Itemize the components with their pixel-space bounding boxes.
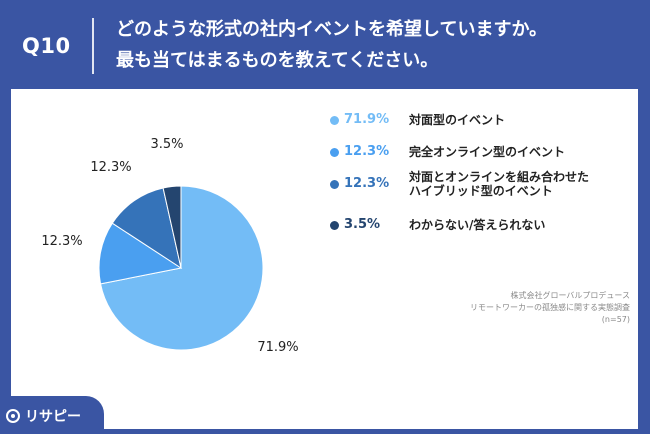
pie-slice-2 (98, 222, 183, 285)
legend-label-3: 対面とオンラインを組み合わせた ハイブリッド型のイベント (409, 170, 589, 198)
pie-data-label-2: 12.3% (41, 234, 82, 249)
header-divider (92, 18, 94, 74)
question-line-2: 最も当てはまるものを教えてください。 (116, 50, 439, 71)
legend-percent-2: 12.3% (344, 144, 390, 159)
question-line-1: どのような形式の社内イベントを希望していますか。 (116, 19, 548, 40)
legend-swatch-3 (330, 180, 339, 189)
legend-label-2: 完全オンライン型のイベント (409, 145, 566, 159)
logo-mark-icon (6, 409, 20, 423)
legend-percent-3: 12.3% (344, 176, 390, 191)
brand-logo: リサピー (6, 406, 81, 426)
legend-swatch-1 (330, 116, 339, 125)
pie-slice-3 (111, 187, 182, 270)
legend-percent-1: 71.9% (344, 112, 390, 127)
legend-swatch-2 (330, 148, 339, 157)
source-note: 株式会社グローバルプロデュース リモートワーカーの孤独感に関する実態調査 (n=… (470, 290, 630, 326)
source-survey: リモートワーカーの孤独感に関する実態調査 (470, 303, 630, 312)
legend-swatch-4 (330, 221, 339, 230)
source-company: 株式会社グローバルプロデュース (510, 291, 630, 300)
legend-label-1: 対面型のイベント (409, 113, 506, 127)
pie-data-label-3: 12.3% (90, 160, 131, 175)
pie-data-label-4: 3.5% (150, 137, 183, 152)
pie-data-label-1: 71.9% (257, 340, 298, 355)
legend-label-4: わからない/答えられない (409, 218, 546, 232)
legend-label-3-line-1: 対面とオンラインを組み合わせた (409, 170, 590, 184)
pie-slice-4 (162, 185, 182, 269)
legend-percent-4: 3.5% (344, 217, 381, 232)
question-text: どのような形式の社内イベントを希望していますか。 最も当てはまるものを教えてくだ… (116, 14, 636, 76)
legend-label-3-line-2: ハイブリッド型のイベント (409, 184, 553, 198)
question-number: Q10 (22, 34, 71, 58)
logo-tab: リサピー (0, 396, 104, 434)
source-sample-size: (n=57) (601, 315, 630, 324)
question-header: Q10 どのような形式の社内イベントを希望していますか。 最も当てはまるものを教… (0, 0, 650, 88)
logo-text: リサピー (25, 409, 81, 425)
